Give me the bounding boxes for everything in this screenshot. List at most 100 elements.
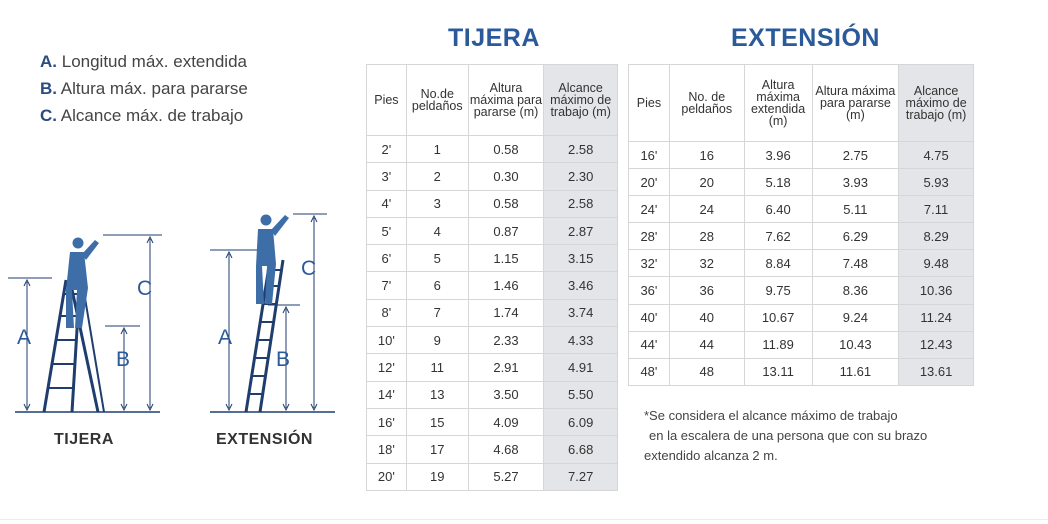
table-row: 16' 15 4.09 6.09 — [366, 407, 618, 437]
table-row: 44' 44 11.89 10.43 12.43 — [628, 330, 974, 359]
caption-tijera: TIJERA — [54, 431, 114, 448]
table-cell: 13.11 — [743, 357, 813, 386]
table-cell: 1.74 — [467, 298, 545, 328]
table-cell: 11 — [405, 353, 469, 382]
table-cell: 20' — [628, 168, 670, 197]
table-cell: 14' — [366, 380, 407, 409]
table-cell: 3.74 — [543, 298, 618, 328]
header-altura-extendida: Altura máxima extendida (m) — [743, 64, 813, 142]
person-icon — [256, 214, 289, 304]
table-row: 40' 40 10.67 9.24 11.24 — [628, 303, 974, 332]
table-row: 6' 5 1.15 3.15 — [366, 244, 618, 273]
table-cell: 5 — [405, 244, 469, 273]
legend-item-b: B. Altura máx. para pararse — [40, 79, 248, 98]
header-pies: Pies — [366, 64, 407, 136]
table-row: 20' 19 5.27 7.27 — [366, 462, 618, 491]
table-cell: 8.29 — [898, 222, 974, 251]
table-cell: 8' — [366, 298, 407, 328]
table-cell: 36 — [668, 276, 745, 305]
label-b: B — [116, 348, 130, 371]
header-peldanos: No.de peldaños — [405, 64, 469, 136]
table-cell: 0.58 — [467, 189, 545, 218]
divider — [0, 519, 1048, 520]
table-cell: 18' — [366, 435, 407, 464]
table-row: 8' 7 1.74 3.74 — [366, 298, 618, 328]
table-cell: 3.50 — [467, 380, 545, 409]
header-altura-pararse: Altura máxima para pararse (m) — [811, 64, 900, 142]
table-cell: 6.40 — [743, 195, 813, 224]
footnote-line: en la escalera de una persona que con su… — [649, 428, 928, 443]
table-cell: 40 — [668, 303, 745, 332]
table-cell: 9 — [405, 326, 469, 355]
table-cell: 6.29 — [811, 222, 900, 251]
step-ladder-illustration — [8, 234, 162, 413]
table-cell: 1.46 — [467, 271, 545, 300]
table-row: 7' 6 1.46 3.46 — [366, 271, 618, 300]
table-cell: 20 — [668, 168, 745, 197]
table-cell: 2.30 — [543, 162, 618, 191]
table-cell: 12.43 — [898, 330, 974, 359]
table-cell: 2.58 — [543, 134, 618, 164]
table-cell: 2.58 — [543, 189, 618, 218]
table-cell: 6.09 — [543, 407, 618, 437]
table-cell: 36' — [628, 276, 670, 305]
tijera-table: Pies No.de peldaños Altura máxima para p… — [366, 64, 618, 491]
table-header-row: Pies No. de peldaños Altura máxima exten… — [628, 64, 974, 142]
table-cell: 9.48 — [898, 249, 974, 278]
table-cell: 5.50 — [543, 380, 618, 409]
table-row: 48' 48 13.11 11.61 13.61 — [628, 357, 974, 386]
table-cell: 10.43 — [811, 330, 900, 359]
table-cell: 24 — [668, 195, 745, 224]
table-cell: 3' — [366, 162, 407, 191]
table-cell: 8.84 — [743, 249, 813, 278]
table-cell: 16 — [668, 140, 745, 170]
table-row: 24' 24 6.40 5.11 7.11 — [628, 195, 974, 224]
header-alcance: Alcance máximo de trabajo (m) — [543, 64, 618, 136]
table-row: 18' 17 4.68 6.68 — [366, 435, 618, 464]
table-cell: 32' — [628, 249, 670, 278]
table-cell: 10.67 — [743, 303, 813, 332]
table-cell: 48 — [668, 357, 745, 386]
tijera-title: TIJERA — [448, 24, 540, 52]
table-cell: 13 — [405, 380, 469, 409]
footnote-line: *Se considera el alcance máximo de traba… — [644, 408, 898, 423]
extension-title: EXTENSIÓN — [731, 24, 880, 52]
table-cell: 7.62 — [743, 222, 813, 251]
table-cell: 4.09 — [467, 407, 545, 437]
table-cell: 19 — [405, 462, 469, 491]
table-cell: 2.91 — [467, 353, 545, 382]
table-cell: 4 — [405, 216, 469, 246]
footnote: *Se considera el alcance máximo de traba… — [644, 406, 927, 466]
table-cell: 11.61 — [811, 357, 900, 386]
table-row: 14' 13 3.50 5.50 — [366, 380, 618, 409]
table-cell: 40' — [628, 303, 670, 332]
table-cell: 32 — [668, 249, 745, 278]
label-a: A — [17, 326, 31, 349]
table-cell: 8.36 — [811, 276, 900, 305]
table-cell: 2.75 — [811, 140, 900, 170]
label-c: C — [301, 257, 316, 280]
table-cell: 5.93 — [898, 168, 974, 197]
ladder-illustrations: A B C A B C — [8, 213, 335, 413]
table-cell: 12' — [366, 353, 407, 382]
table-cell: 9.75 — [743, 276, 813, 305]
table-cell: 6' — [366, 244, 407, 273]
table-cell: 11.24 — [898, 303, 974, 332]
table-row: 20' 20 5.18 3.93 5.93 — [628, 168, 974, 197]
table-cell: 5.27 — [467, 462, 545, 491]
table-cell: 7.11 — [898, 195, 974, 224]
table-cell: 4.91 — [543, 353, 618, 382]
person-icon — [66, 237, 99, 328]
header-altura: Altura máxima para pararse (m) — [467, 64, 545, 136]
table-cell: 28 — [668, 222, 745, 251]
table-cell: 48' — [628, 357, 670, 386]
table-row: 12' 11 2.91 4.91 — [366, 353, 618, 382]
table-header-row: Pies No.de peldaños Altura máxima para p… — [366, 64, 618, 136]
table-cell: 3.15 — [543, 244, 618, 273]
extension-table: Pies No. de peldaños Altura máxima exten… — [628, 64, 974, 386]
label-b: B — [276, 348, 290, 371]
table-cell: 7.48 — [811, 249, 900, 278]
table-cell: 3.96 — [743, 140, 813, 170]
table-cell: 5.18 — [743, 168, 813, 197]
table-cell: 10.36 — [898, 276, 974, 305]
